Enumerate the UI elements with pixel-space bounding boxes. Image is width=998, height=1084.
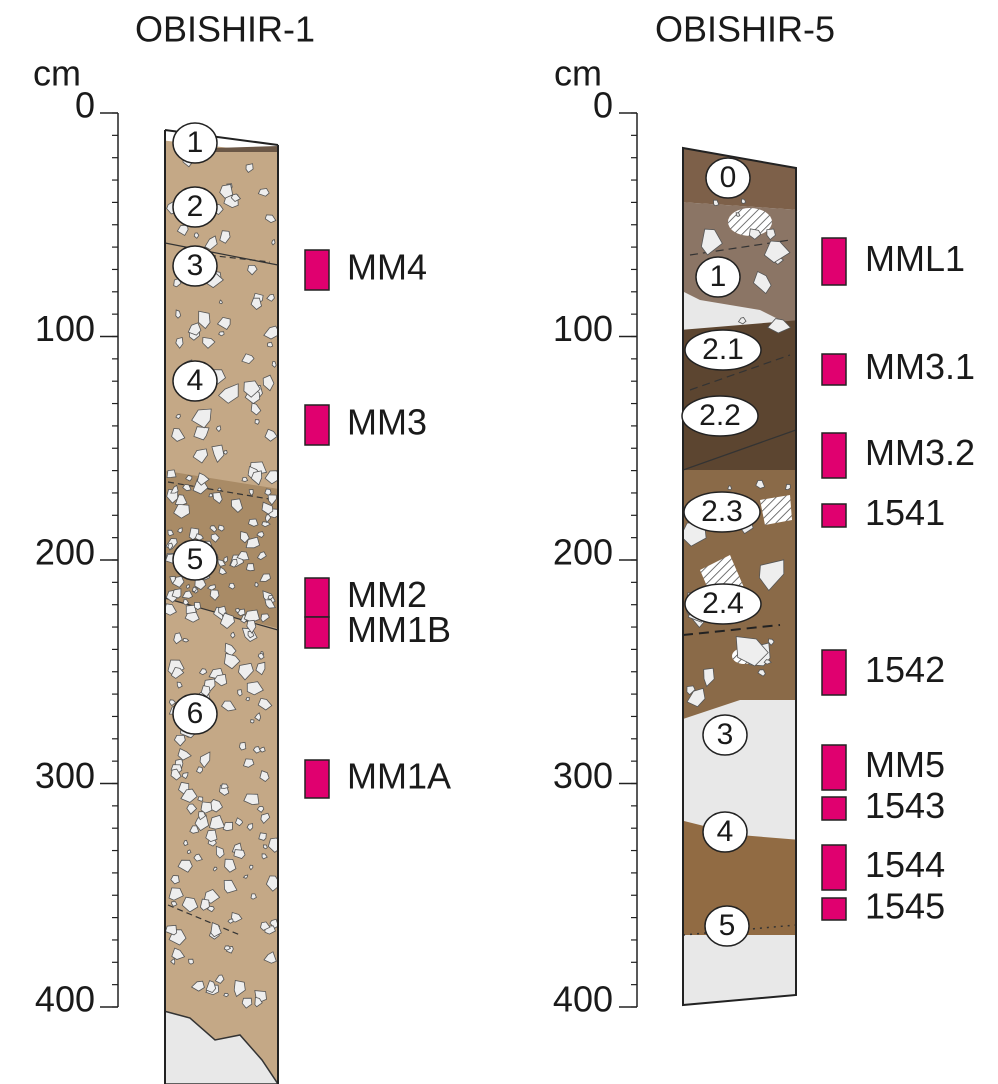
sample-label: MML1 <box>865 238 965 279</box>
depth-label: 100 <box>35 308 95 349</box>
sample-label: MM1A <box>347 756 451 797</box>
sample-box <box>822 845 846 890</box>
depth-label: 400 <box>553 979 613 1020</box>
layer-label: 2.1 <box>702 333 744 366</box>
sample-box <box>822 898 846 920</box>
depth-label: 400 <box>35 979 95 1020</box>
sample-box <box>822 433 846 478</box>
stone <box>246 564 254 571</box>
sample-label: MM3.2 <box>865 432 975 473</box>
column-title: OBISHIR-5 <box>655 9 835 50</box>
layer-label: 4 <box>717 815 734 848</box>
sample-box <box>822 745 846 790</box>
stone <box>786 484 791 489</box>
sample-box <box>822 650 846 695</box>
layer-label: 1 <box>710 260 727 293</box>
depth-label: 0 <box>593 85 613 126</box>
stone <box>224 451 228 455</box>
layer-label: 2.3 <box>701 495 743 528</box>
stone <box>218 488 222 491</box>
stone <box>255 420 259 425</box>
sample-label: MM3.1 <box>865 346 975 387</box>
stone <box>259 833 267 841</box>
sample-label: 1544 <box>865 844 945 885</box>
layer-label: 2 <box>187 190 204 223</box>
layer-label: 1 <box>187 126 204 159</box>
stone <box>267 342 272 347</box>
stone <box>251 720 254 723</box>
sample-box <box>822 238 846 285</box>
sample-label: MM5 <box>865 744 945 785</box>
stone <box>263 845 267 849</box>
sample-label: 1542 <box>865 649 945 690</box>
stone <box>209 494 213 497</box>
column-title: OBISHIR-1 <box>135 9 315 50</box>
layer-label: 5 <box>187 543 204 576</box>
stone <box>239 742 245 750</box>
sample-box <box>822 354 846 385</box>
sample-label: MM4 <box>347 247 427 288</box>
sample-label: MM3 <box>347 402 427 443</box>
layer-label: 6 <box>187 697 204 730</box>
sample-box <box>305 578 329 617</box>
layer-label: 4 <box>187 364 204 397</box>
stone <box>728 486 732 490</box>
layer-label: 2.4 <box>702 587 744 620</box>
layer-label: 3 <box>717 718 734 751</box>
stone <box>186 585 189 589</box>
depth-label: 100 <box>553 308 613 349</box>
depth-label: 200 <box>35 532 95 573</box>
sample-box <box>305 405 329 445</box>
sample-box <box>822 504 846 527</box>
sample-box <box>822 797 846 820</box>
sample-label: 1543 <box>865 785 945 826</box>
sample-box <box>305 250 329 290</box>
depth-label: 200 <box>553 532 613 573</box>
depth-label: 300 <box>553 755 613 796</box>
stratigraphy-figure: OBISHIR-1cm0100200300400123456MM4MM3MM2M… <box>0 0 998 1084</box>
stone <box>167 470 176 478</box>
sample-box <box>305 617 329 648</box>
layer-label: 3 <box>187 249 204 282</box>
sample-box <box>305 760 329 798</box>
depth-label: 0 <box>75 85 95 126</box>
depth-label: 300 <box>35 755 95 796</box>
layer-label: 2.2 <box>699 399 741 432</box>
depth-unit: cm <box>33 53 81 94</box>
sample-label: 1545 <box>865 886 945 927</box>
stone <box>189 959 194 964</box>
stone <box>223 822 232 830</box>
layer-label: 5 <box>719 909 736 942</box>
stone <box>187 850 191 854</box>
sample-label: 1541 <box>865 492 945 533</box>
stone <box>246 697 249 700</box>
stone <box>255 583 258 587</box>
stone <box>242 477 248 481</box>
sample-label: MM1B <box>347 609 451 650</box>
layer-label: 0 <box>720 161 737 194</box>
stone <box>736 213 740 217</box>
